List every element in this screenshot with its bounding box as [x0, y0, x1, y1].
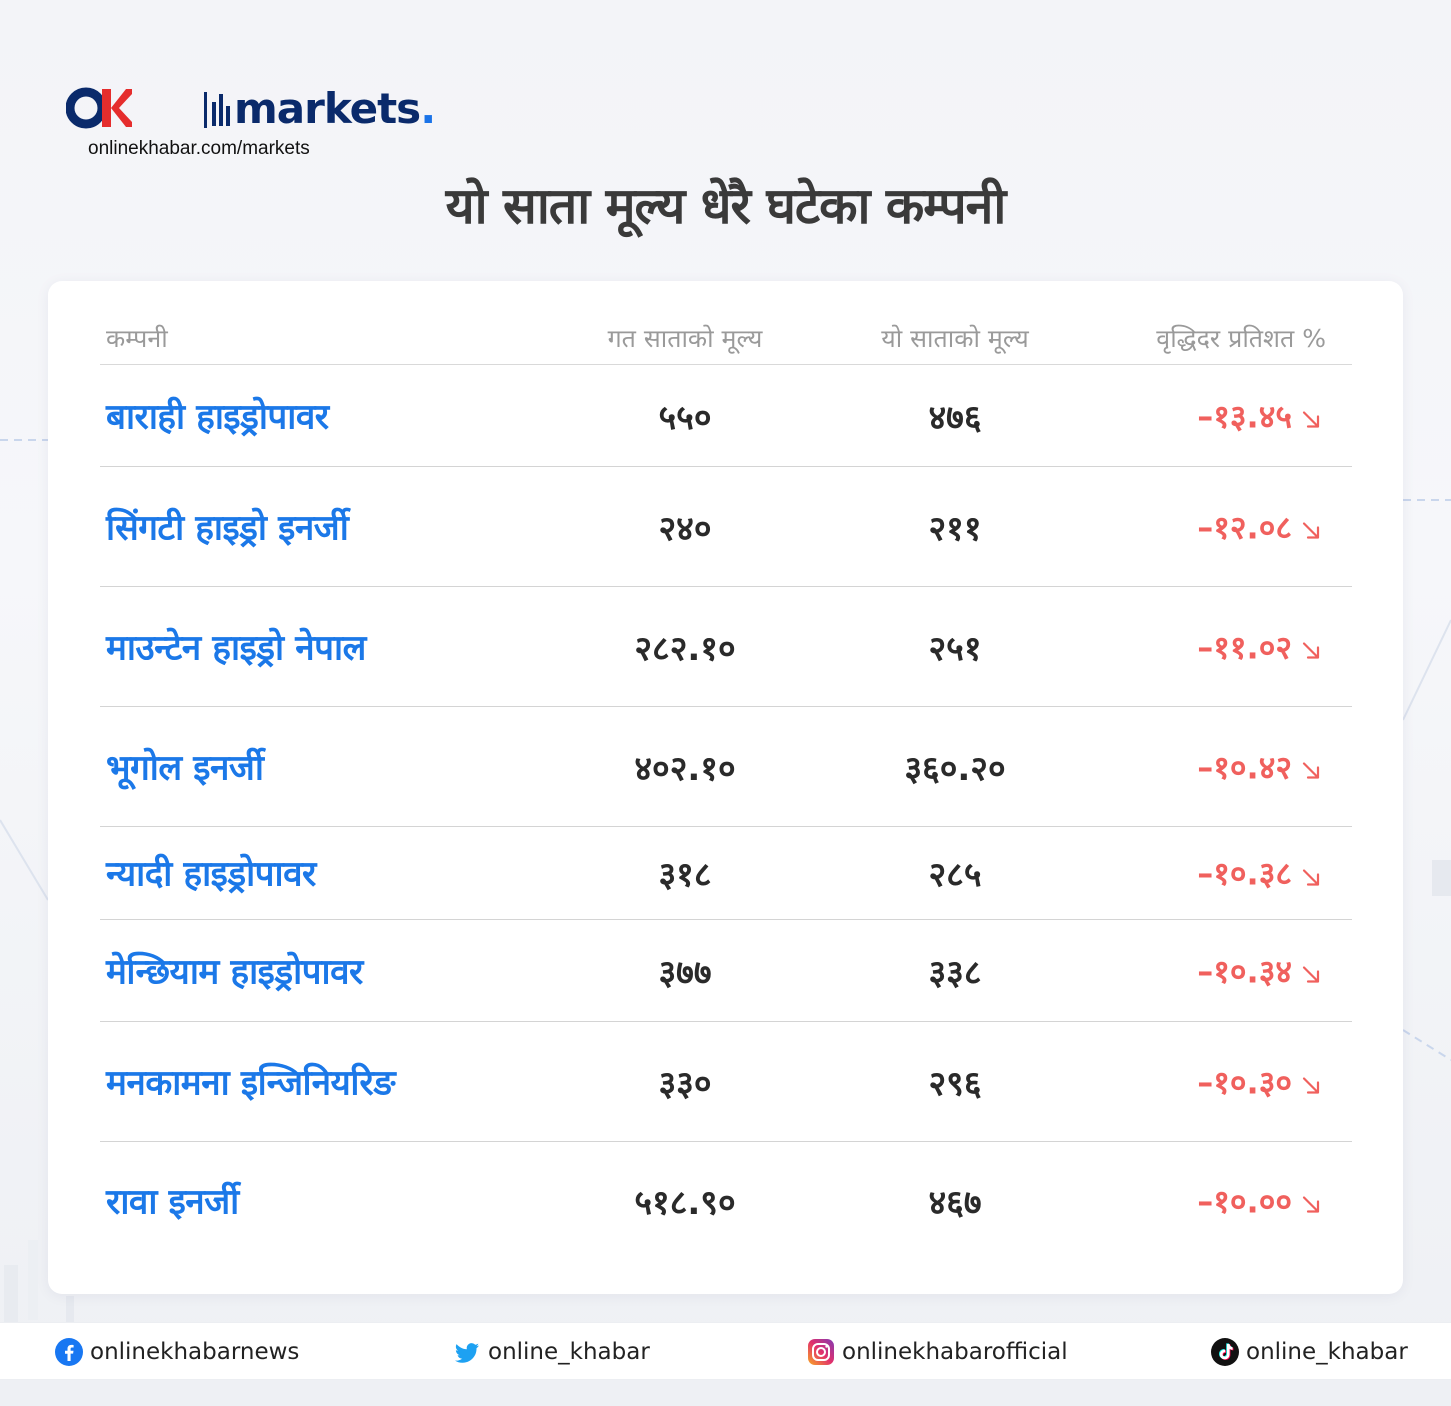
- ok-logo-icon: [66, 87, 132, 129]
- change-value: –११.०२: [1197, 628, 1292, 666]
- last-week-price: ४०२.१०: [634, 748, 736, 789]
- tiktok-handle: online_khabar: [1246, 1339, 1408, 1365]
- this-week-price: ४६७: [928, 1182, 982, 1223]
- change-value: –१३.४५: [1197, 397, 1292, 435]
- table-row: बाराही हाइड्रोपावर ५५० ४७६ –१३.४५: [100, 365, 1352, 467]
- brand-wordmark: markets.: [234, 84, 436, 134]
- last-week-price: ३३०: [658, 1063, 712, 1104]
- facebook-icon: [55, 1338, 83, 1366]
- company-name[interactable]: सिंगटी हाइड्रो इनर्जी: [106, 508, 349, 548]
- table-row: न्यादी हाइड्रोपावर ३१८ २८५ –१०.३८: [100, 827, 1352, 920]
- trend-down-arrow-icon: [1302, 642, 1320, 659]
- change-value: –१०.३०: [1197, 1063, 1292, 1101]
- instagram-icon: [808, 1339, 834, 1365]
- change-value: –१०.००: [1197, 1182, 1292, 1220]
- trend-down-arrow-icon: [1302, 411, 1320, 428]
- tiktok-icon: [1211, 1338, 1239, 1366]
- company-name[interactable]: माउन्टेन हाइड्रो नेपाल: [106, 628, 366, 668]
- header-company: कम्पनी: [106, 324, 168, 353]
- social-twitter[interactable]: online_khabar: [452, 1337, 650, 1367]
- last-week-price: ५५०: [658, 397, 712, 438]
- this-week-price: २५१: [928, 628, 982, 669]
- trend-down-arrow-icon: [1302, 522, 1320, 539]
- table-row: मनकामना इन्जिनियरिङ ३३० २९६ –१०.३०: [100, 1022, 1352, 1142]
- instagram-handle: onlinekhabarofficial: [842, 1339, 1068, 1365]
- table-body: बाराही हाइड्रोपावर ५५० ४७६ –१३.४५ सिंगटी हाइ…: [100, 365, 1352, 1259]
- social-tiktok[interactable]: online_khabar: [1210, 1337, 1408, 1367]
- last-week-price: २४०: [658, 508, 712, 549]
- last-week-price: ३१८: [658, 855, 712, 895]
- this-week-price: २९६: [928, 1063, 982, 1104]
- header-last-week: गत साताको मूल्य: [607, 324, 763, 353]
- table-header: कम्पनी गत साताको मूल्य यो साताको मूल्य व…: [100, 315, 1352, 365]
- this-week-price: २८५: [928, 855, 982, 895]
- change-percent: –१०.००: [1197, 1179, 1322, 1222]
- change-percent: –१०.३८: [1197, 852, 1322, 895]
- this-week-price: ४७६: [928, 397, 982, 438]
- trend-down-arrow-icon: [1302, 1077, 1320, 1094]
- page-title: यो साता मूल्य धेरै घटेका कम्पनी: [445, 177, 1007, 235]
- twitter-handle: online_khabar: [488, 1339, 650, 1365]
- company-name[interactable]: न्यादी हाइड्रोपावर: [106, 854, 316, 895]
- company-name[interactable]: रावा इनर्जी: [106, 1182, 239, 1222]
- change-percent: –१२.०८: [1197, 505, 1322, 548]
- table-row: सिंगटी हाइड्रो इनर्जी २४० २११ –१२.०८: [100, 467, 1352, 587]
- facebook-handle: onlinekhabarnews: [90, 1339, 300, 1365]
- trend-down-arrow-icon: [1302, 966, 1320, 983]
- social-footer: onlinekhabarnews online_khabar onlinekha…: [0, 1322, 1451, 1380]
- company-name[interactable]: मेन्छियाम हाइड्रोपावर: [106, 952, 363, 992]
- social-instagram[interactable]: onlinekhabarofficial: [806, 1337, 1068, 1367]
- social-facebook[interactable]: onlinekhabarnews: [54, 1337, 299, 1367]
- trend-down-arrow-icon: [1302, 1196, 1320, 1213]
- brand-word: markets: [234, 84, 421, 133]
- company-name[interactable]: मनकामना इन्जिनियरिङ: [106, 1063, 396, 1103]
- company-name[interactable]: भूगोल इनर्जी: [106, 748, 264, 788]
- table-row: मेन्छियाम हाइड्रोपावर ३७७ ३३८ –१०.३४: [100, 920, 1352, 1022]
- company-name[interactable]: बाराही हाइड्रोपावर: [106, 397, 329, 437]
- header-change: वृद्धिदर प्रतिशत %: [1156, 324, 1326, 353]
- change-value: –१०.४२: [1197, 748, 1292, 786]
- last-week-price: ५१८.९०: [634, 1182, 736, 1223]
- table-row: भूगोल इनर्जी ४०२.१० ३६०.२० –१०.४२: [100, 707, 1352, 827]
- change-value: –१०.३४: [1197, 952, 1292, 990]
- brand-url: onlinekhabar.com/markets: [88, 138, 310, 159]
- last-week-price: २८२.१०: [634, 628, 736, 669]
- this-week-price: ३६०.२०: [904, 748, 1006, 789]
- chart-bars-icon: [212, 94, 230, 126]
- header-this-week: यो साताको मूल्य: [881, 324, 1029, 353]
- trend-down-arrow-icon: [1302, 762, 1320, 779]
- brand-logo: markets. onlinekhabar.com/markets: [66, 84, 436, 164]
- twitter-icon: [455, 1343, 479, 1363]
- this-week-price: २११: [928, 508, 982, 549]
- last-week-price: ३७७: [658, 952, 712, 993]
- table-row: रावा इनर्जी ५१८.९० ४६७ –१०.००: [100, 1142, 1352, 1259]
- change-percent: –११.०२: [1197, 625, 1322, 668]
- table-card: कम्पनी गत साताको मूल्य यो साताको मूल्य व…: [48, 281, 1403, 1294]
- change-percent: –१०.३४: [1197, 949, 1322, 992]
- change-percent: –१३.४५: [1197, 394, 1322, 437]
- price-table: कम्पनी गत साताको मूल्य यो साताको मूल्य व…: [100, 315, 1352, 1259]
- change-value: –१२.०८: [1197, 508, 1292, 546]
- change-percent: –१०.४२: [1197, 745, 1322, 788]
- this-week-price: ३३८: [928, 952, 982, 993]
- logo-divider: [204, 92, 207, 128]
- table-row: माउन्टेन हाइड्रो नेपाल २८२.१० २५१ –११.०२: [100, 587, 1352, 707]
- trend-down-arrow-icon: [1302, 868, 1320, 886]
- brand-dot: .: [420, 84, 436, 133]
- change-value: –१०.३८: [1197, 854, 1292, 893]
- change-percent: –१०.३०: [1197, 1060, 1322, 1103]
